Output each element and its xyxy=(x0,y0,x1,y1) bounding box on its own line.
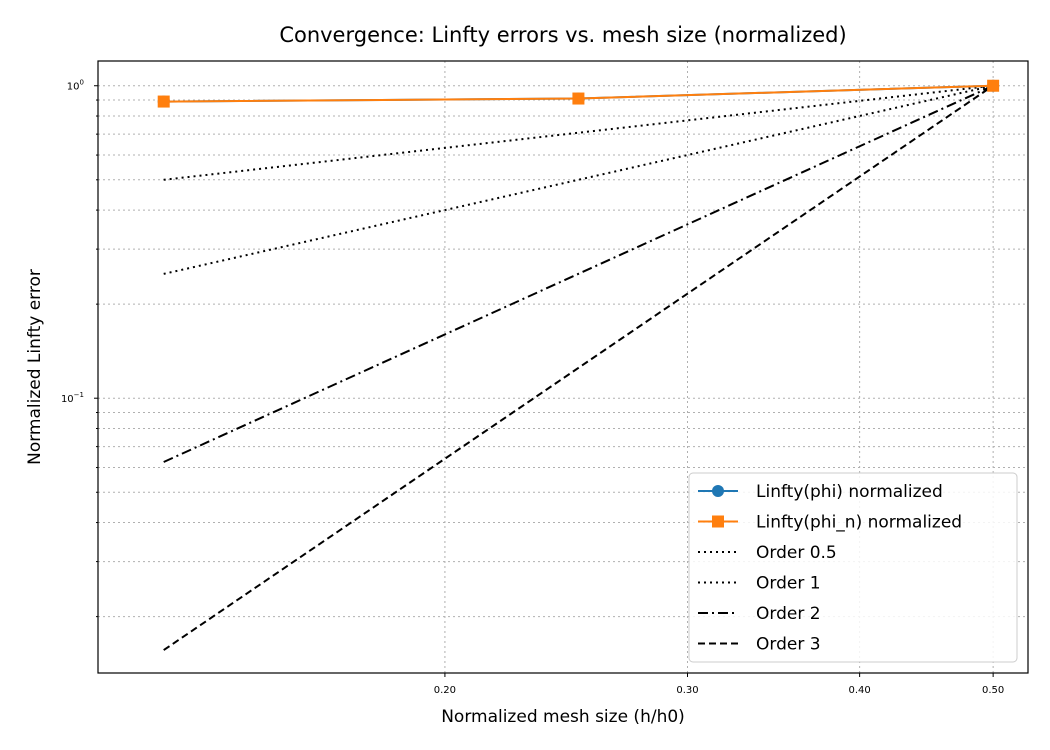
x-tick-label: 0.50 xyxy=(982,685,1004,696)
legend-label: Linfty(phi_n) normalized xyxy=(756,513,962,533)
y-tick-base: 10 xyxy=(67,82,80,93)
legend-marker xyxy=(712,485,724,497)
legend-entries: Linfty(phi) normalized Linfty(phi_n) norm… xyxy=(698,482,962,655)
data-point-linfty-phi-n-normalized xyxy=(572,92,585,105)
legend: Linfty(phi) normalized Linfty(phi_n) norm… xyxy=(688,472,1018,663)
legend-label: Order 3 xyxy=(756,635,821,655)
y-tick-label: 10−1 xyxy=(61,391,84,405)
y-tick-exponent: 0 xyxy=(80,79,84,87)
y-axis-label: Normalized Linfty error xyxy=(25,269,45,465)
x-axis-label: Normalized mesh size (h/h0) xyxy=(441,707,685,727)
series-line-order-2 xyxy=(163,84,994,463)
x-tick-label: 0.30 xyxy=(676,685,698,696)
y-tick-base: 10 xyxy=(61,394,74,405)
legend-label: Order 1 xyxy=(756,574,821,594)
legend-label: Order 2 xyxy=(756,604,821,624)
y-tick-exponent: −1 xyxy=(74,391,84,399)
legend-box xyxy=(688,472,1018,663)
plot-frame xyxy=(97,60,1029,674)
grid-layer xyxy=(98,61,1028,673)
x-tick-label: 0.20 xyxy=(434,685,456,696)
data-point-linfty-phi-n-normalized xyxy=(157,95,170,108)
legend-label: Order 0.5 xyxy=(756,543,837,563)
data-point-linfty-phi-n-normalized xyxy=(987,79,1000,92)
legend-marker xyxy=(712,515,724,528)
series-line-order-0-5 xyxy=(163,84,994,181)
chart-title: Convergence: Linfty errors vs. mesh size… xyxy=(279,23,846,47)
y-tick-label: 100 xyxy=(67,79,84,93)
legend-label: Linfty(phi) normalized xyxy=(756,482,943,502)
x-tick-label: 0.40 xyxy=(848,685,870,696)
series-line-order-3 xyxy=(163,84,994,651)
series-line-order-1 xyxy=(163,84,994,275)
series-layer xyxy=(157,79,1000,651)
